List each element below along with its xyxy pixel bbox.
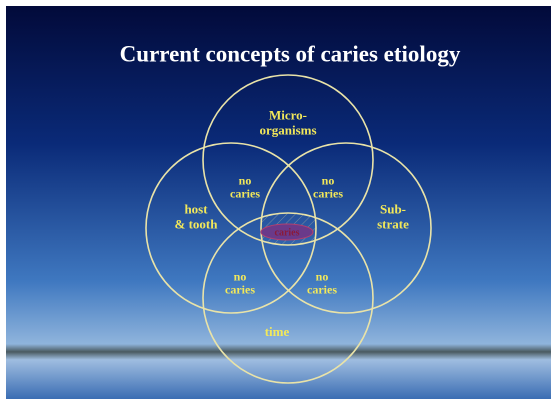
center-label: caries [275, 227, 300, 238]
intersection-label: no [239, 173, 252, 187]
intersection-label: no [316, 269, 329, 283]
slide: Current concepts of caries etiology cari… [0, 0, 557, 405]
intersection-label: caries [307, 282, 337, 296]
intersection-label: no [234, 269, 247, 283]
circle-label: host [184, 201, 208, 216]
circle-label: & tooth [175, 216, 219, 231]
intersection-label: caries [313, 186, 343, 200]
page: {"title": "Current concepts of caries et… [0, 0, 557, 405]
intersection-label: no [322, 173, 335, 187]
circle-label: Sub- [380, 201, 406, 216]
circle-label: strate [377, 216, 409, 231]
intersection-label: caries [225, 282, 255, 296]
intersection-label: caries [230, 186, 260, 200]
title: Current concepts of caries etiology [120, 41, 461, 66]
circle-label: time [265, 324, 290, 339]
circle-label: organisms [259, 122, 316, 137]
circle-label: Micro- [269, 107, 307, 122]
